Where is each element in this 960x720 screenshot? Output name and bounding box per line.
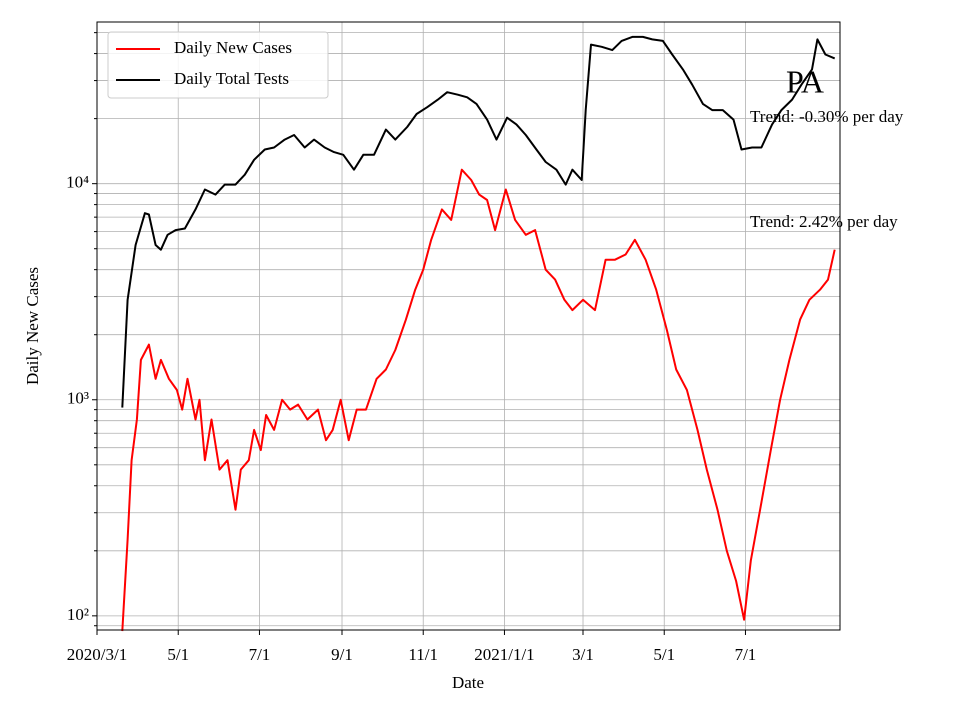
plot-frame [96, 21, 841, 631]
data-line [121, 168, 836, 632]
x-tick-label: 7/1 [249, 645, 271, 664]
x-tick-label: 5/1 [653, 645, 675, 664]
grid [96, 22, 840, 630]
x-tick-label: 11/1 [408, 645, 438, 664]
data-line [121, 35, 836, 408]
y-axis-label: Daily New Cases [23, 267, 42, 385]
x-tick-label: 5/1 [167, 645, 189, 664]
y-tick-label: 10³ [67, 389, 89, 408]
x-axis-label: Date [452, 673, 484, 692]
annotation: Trend: 2.42% per day [750, 212, 898, 231]
annotation: Trend: -0.30% per day [750, 107, 904, 126]
legend-box [107, 31, 329, 99]
legend: Daily New Cases Daily Total Tests [107, 31, 329, 99]
legend-label: Daily Total Tests [174, 69, 289, 88]
chart-title: PA [786, 63, 824, 99]
x-tick-label: 2020/3/1 [67, 645, 127, 664]
x-tick-label: 3/1 [572, 645, 594, 664]
y-tick-label: 10² [67, 605, 89, 624]
lines [121, 35, 836, 632]
x-tick-label: 2021/1/1 [474, 645, 534, 664]
x-tick-label: 9/1 [331, 645, 353, 664]
y-tick-label: 10⁴ [66, 173, 89, 192]
x-tick-label: 7/1 [735, 645, 757, 664]
legend-label: Daily New Cases [174, 38, 292, 57]
